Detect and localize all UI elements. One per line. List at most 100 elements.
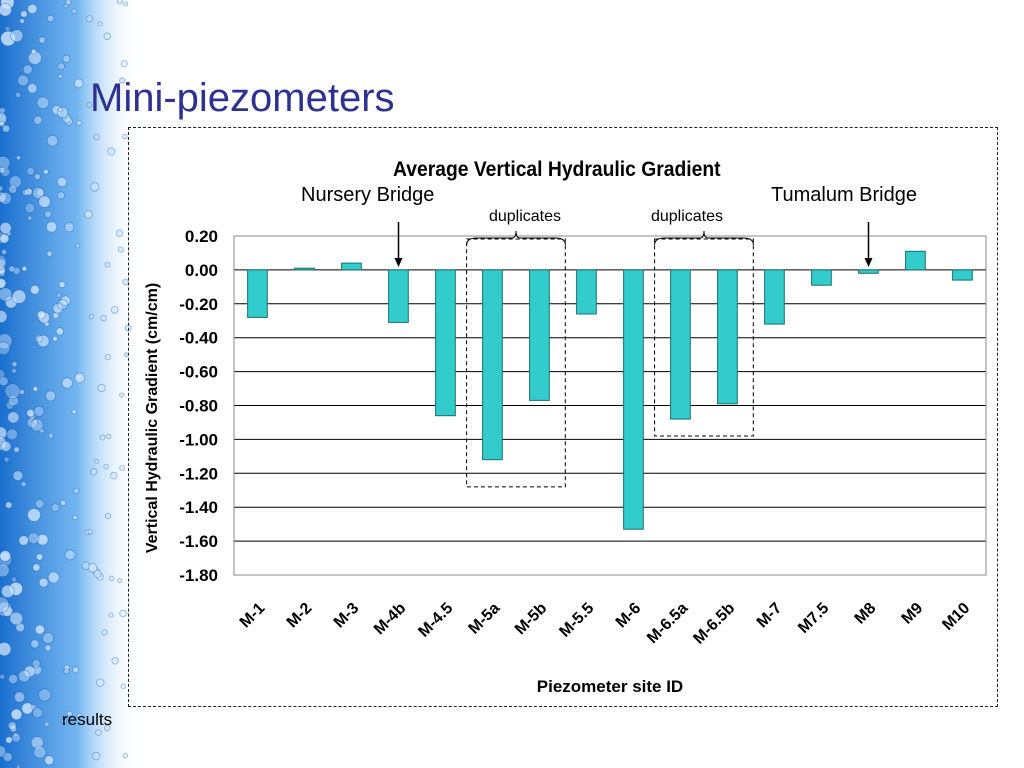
bubble <box>2 752 13 762</box>
y-tick-label: -0.80 <box>179 397 218 416</box>
bubble <box>22 64 33 75</box>
bubble <box>34 334 43 343</box>
bubble <box>11 361 18 368</box>
bubble <box>56 106 69 119</box>
bubble <box>115 229 124 237</box>
bubble <box>86 102 93 108</box>
bubble <box>1 248 7 255</box>
bubble <box>10 708 23 721</box>
bubble <box>0 287 13 302</box>
bubble <box>34 624 45 635</box>
x-tick-label: M-4b <box>371 600 410 639</box>
bubble <box>71 409 77 415</box>
bubble <box>56 292 62 298</box>
x-axis-title: Piezometer site ID <box>537 677 683 696</box>
bubble <box>32 419 38 425</box>
results-link[interactable]: results <box>62 710 113 729</box>
bar <box>858 269 879 274</box>
bar <box>529 269 550 401</box>
bubble <box>104 261 111 268</box>
bubble <box>18 535 30 546</box>
bubble <box>48 432 54 439</box>
bubble <box>0 642 12 657</box>
bar <box>764 269 785 325</box>
bubble <box>57 73 64 80</box>
bubble <box>0 673 6 680</box>
bubble <box>91 751 101 761</box>
bubble <box>13 691 26 703</box>
bubble <box>122 752 128 759</box>
y-tick-label: -0.20 <box>179 295 218 314</box>
bubble <box>60 295 71 306</box>
bubble <box>38 688 52 702</box>
bubble <box>93 133 100 141</box>
bubble <box>19 18 25 24</box>
bubble <box>46 14 55 23</box>
gridlines <box>234 235 986 576</box>
bubble <box>104 354 111 361</box>
bubble <box>97 383 106 393</box>
bubble <box>100 314 107 322</box>
bubble <box>46 250 53 257</box>
x-tick-label: M-5a <box>466 600 504 638</box>
annotation-marks <box>394 222 873 488</box>
bubble <box>4 383 21 400</box>
bubble <box>97 21 103 27</box>
bubble <box>33 405 45 417</box>
bubble <box>21 702 34 715</box>
x-tick-label: M-6.5b <box>690 600 738 648</box>
x-tick-label: M-6 <box>613 600 645 632</box>
bubble <box>107 147 116 156</box>
bubble <box>36 188 45 197</box>
bubble <box>71 8 77 14</box>
bubble <box>11 732 22 743</box>
x-tick-label: M-6.5a <box>644 600 691 647</box>
bubble <box>4 501 13 509</box>
bar <box>670 269 691 420</box>
bubble <box>18 389 25 395</box>
x-tick-label: M7.5 <box>795 600 832 637</box>
bubble <box>15 764 21 768</box>
bubble <box>38 36 46 44</box>
bubble <box>57 107 63 113</box>
bars <box>247 250 973 530</box>
bubble <box>13 732 19 737</box>
bubble <box>87 563 98 573</box>
bubble <box>33 115 43 125</box>
bubble <box>21 188 29 197</box>
bubble <box>8 175 22 189</box>
bubble <box>34 173 41 181</box>
x-tick-label: M9 <box>899 600 927 628</box>
bubble <box>33 745 47 759</box>
bubble <box>55 327 64 336</box>
bubble <box>94 458 100 464</box>
bubble <box>104 512 112 520</box>
bubble <box>35 553 44 561</box>
bubble <box>87 529 93 535</box>
bubble <box>42 632 54 644</box>
bubble <box>24 202 36 214</box>
bubble <box>3 456 10 463</box>
bar <box>341 262 362 271</box>
bubble <box>122 133 128 140</box>
bubble <box>56 176 68 188</box>
bar <box>717 269 738 405</box>
x-tick-label: M8 <box>852 600 880 628</box>
bar <box>811 269 832 286</box>
duplicates-group-2-box <box>654 238 754 437</box>
bubble <box>104 724 111 732</box>
bubble <box>0 333 13 350</box>
bubble <box>111 657 119 665</box>
bubble <box>0 550 11 562</box>
bar <box>482 269 503 461</box>
bubble <box>52 335 58 342</box>
bubble <box>27 83 38 94</box>
chart-frame: 0.20 0.00 -0.20 -0.40 -0.60 -0.80 -1.00 -1.20 -1… <box>128 127 998 707</box>
bubble <box>0 440 12 452</box>
bubble <box>23 665 36 678</box>
bubble <box>30 284 40 295</box>
bubble <box>16 155 21 161</box>
y-tick-label: -1.80 <box>179 566 218 585</box>
bubble <box>43 721 50 728</box>
bubble <box>15 91 22 98</box>
